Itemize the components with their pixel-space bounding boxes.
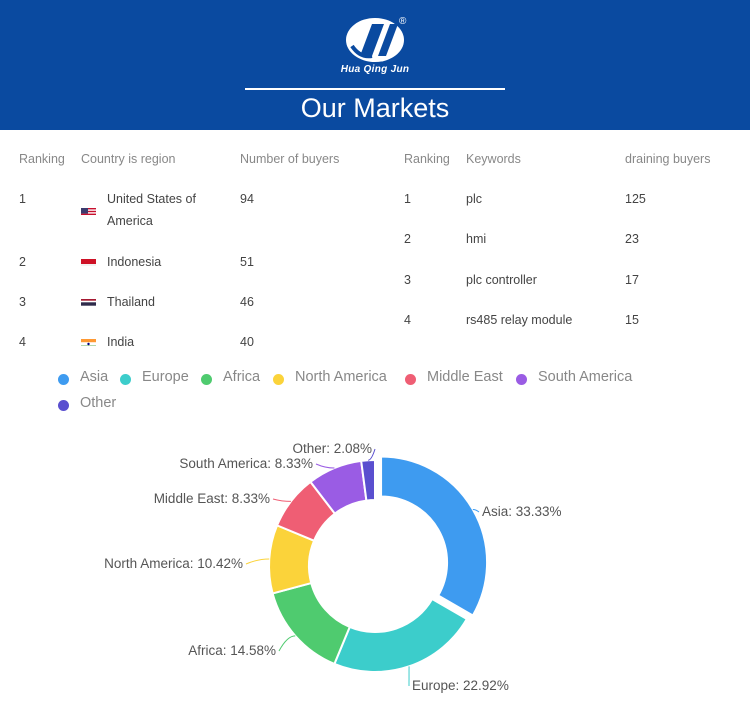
legend-swatch-icon: [405, 374, 416, 385]
country-rank: 1: [19, 192, 26, 206]
indonesia-flag-icon: [81, 256, 96, 266]
country-name-continued: America: [107, 214, 153, 228]
label-leader-line: [472, 509, 480, 513]
data-label: Africa: 14.58%: [188, 643, 276, 658]
label-leader-line: [278, 635, 296, 652]
india-flag-icon: [81, 336, 96, 346]
keyword-buyers: 17: [625, 273, 639, 287]
us-flag-icon: [81, 205, 96, 215]
countries-header-buyers: Number of buyers: [240, 152, 340, 166]
legend-swatch-icon: [201, 374, 212, 385]
label-leader-line: [245, 558, 270, 565]
country-buyers: 94: [240, 192, 254, 206]
brand-name: Hua Qing Jun: [340, 64, 410, 75]
data-label: North America: 10.42%: [104, 556, 243, 571]
legend-swatch-icon: [516, 374, 527, 385]
data-label: Asia: 33.33%: [482, 504, 562, 519]
keyword-buyers: 125: [625, 192, 646, 206]
country-rank: 3: [19, 295, 26, 309]
legend-label: South America: [538, 369, 633, 385]
data-label: Other: 2.08%: [292, 441, 372, 456]
label-leader-line: [367, 448, 376, 461]
legend-label: North America: [295, 369, 387, 385]
title-divider: [245, 88, 505, 90]
pie-slice-asia[interactable]: [380, 455, 488, 617]
pie-slice-other[interactable]: [360, 458, 376, 502]
pie-slice-europe[interactable]: [333, 597, 469, 673]
country-name: Indonesia: [107, 255, 162, 269]
keywords-header-buyers: draining buyers: [625, 152, 711, 166]
legend-swatch-icon: [120, 374, 131, 385]
data-label: South America: 8.33%: [179, 456, 313, 471]
country-buyers: 51: [240, 255, 254, 269]
legend-label: Middle East: [427, 369, 503, 385]
brand-logo-icon: ®: [346, 16, 407, 62]
keywords-header-keywords: Keywords: [466, 152, 521, 166]
keyword-rank: 2: [404, 232, 411, 246]
header-banner: ® Hua Qing Jun Our Markets: [0, 0, 750, 130]
legend-label: Africa: [223, 369, 261, 385]
country-buyers: 40: [240, 335, 254, 349]
keyword-buyers: 23: [625, 232, 639, 246]
legend-swatch-icon: [58, 400, 69, 411]
legend-swatch-icon: [58, 374, 69, 385]
label-leader-line: [272, 498, 291, 502]
data-label: Middle East: 8.33%: [154, 491, 270, 506]
page-title: Our Markets: [300, 93, 450, 123]
country-name: Thailand: [107, 295, 155, 309]
legend-label: Other: [80, 395, 117, 411]
legend-label: Europe: [142, 369, 189, 385]
keyword-name: plc controller: [466, 273, 537, 287]
registered-mark: ®: [399, 16, 407, 27]
legend-swatch-icon: [273, 374, 284, 385]
country-rank: 2: [19, 255, 26, 269]
keyword-rank: 3: [404, 273, 411, 287]
thailand-flag-icon: [81, 296, 96, 306]
markets-donut-chart: Asia: 33.33% Europe: 22.92% Africa: 14.58%…: [104, 441, 562, 693]
country-buyers: 46: [240, 295, 254, 309]
keyword-buyers: 15: [625, 313, 639, 327]
keyword-name: rs485 relay module: [466, 313, 573, 327]
country-name: India: [107, 335, 135, 349]
data-label: Europe: 22.92%: [412, 678, 509, 693]
label-leader-line: [315, 463, 335, 469]
countries-header-ranking: Ranking: [19, 152, 65, 166]
country-name: United States of: [107, 192, 196, 206]
keyword-rank: 4: [404, 313, 411, 327]
countries-header-country: Country is region: [81, 152, 176, 166]
country-rank: 4: [19, 335, 26, 349]
keyword-rank: 1: [404, 192, 411, 206]
keyword-name: plc: [466, 192, 482, 206]
pie-slice-africa[interactable]: [271, 581, 352, 666]
keywords-header-ranking: Ranking: [404, 152, 450, 166]
keyword-name: hmi: [466, 232, 487, 246]
legend-label: Asia: [80, 369, 109, 385]
